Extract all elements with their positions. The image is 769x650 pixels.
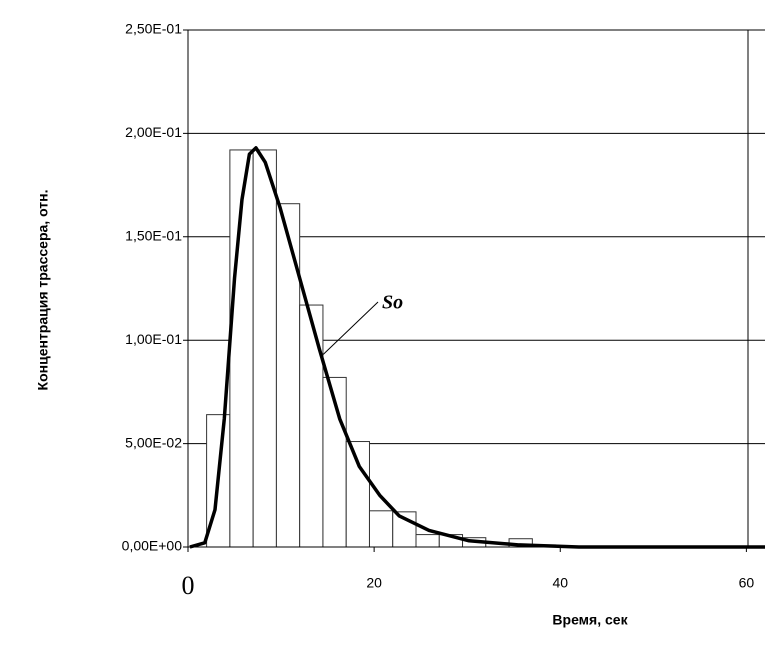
x-tick-label: 60 bbox=[739, 575, 755, 591]
annotation: So bbox=[382, 292, 403, 314]
y-tick-label: 5,00E-02 bbox=[125, 434, 182, 450]
y-tick-label: 0,00E+00 bbox=[122, 538, 183, 554]
curve bbox=[189, 146, 765, 549]
y-tick-label: 2,00E-01 bbox=[125, 124, 182, 140]
y-axis-label: Концентрация трассера, отн. bbox=[35, 190, 51, 391]
x-tick-label: 20 bbox=[366, 575, 382, 591]
bar bbox=[345, 441, 370, 548]
bar bbox=[275, 203, 301, 548]
bar bbox=[415, 534, 440, 548]
x-tick-label: 0 bbox=[182, 571, 195, 600]
bar bbox=[368, 510, 394, 548]
y-tick-label: 2,50E-01 bbox=[125, 21, 182, 37]
bar bbox=[252, 149, 277, 548]
y-tick-label: 1,00E-01 bbox=[125, 331, 182, 347]
bar bbox=[299, 304, 324, 548]
y-tick-label: 1,50E-01 bbox=[125, 228, 182, 244]
x-axis-label: Время, сек bbox=[552, 612, 628, 628]
x-tick-label: 40 bbox=[552, 575, 568, 591]
